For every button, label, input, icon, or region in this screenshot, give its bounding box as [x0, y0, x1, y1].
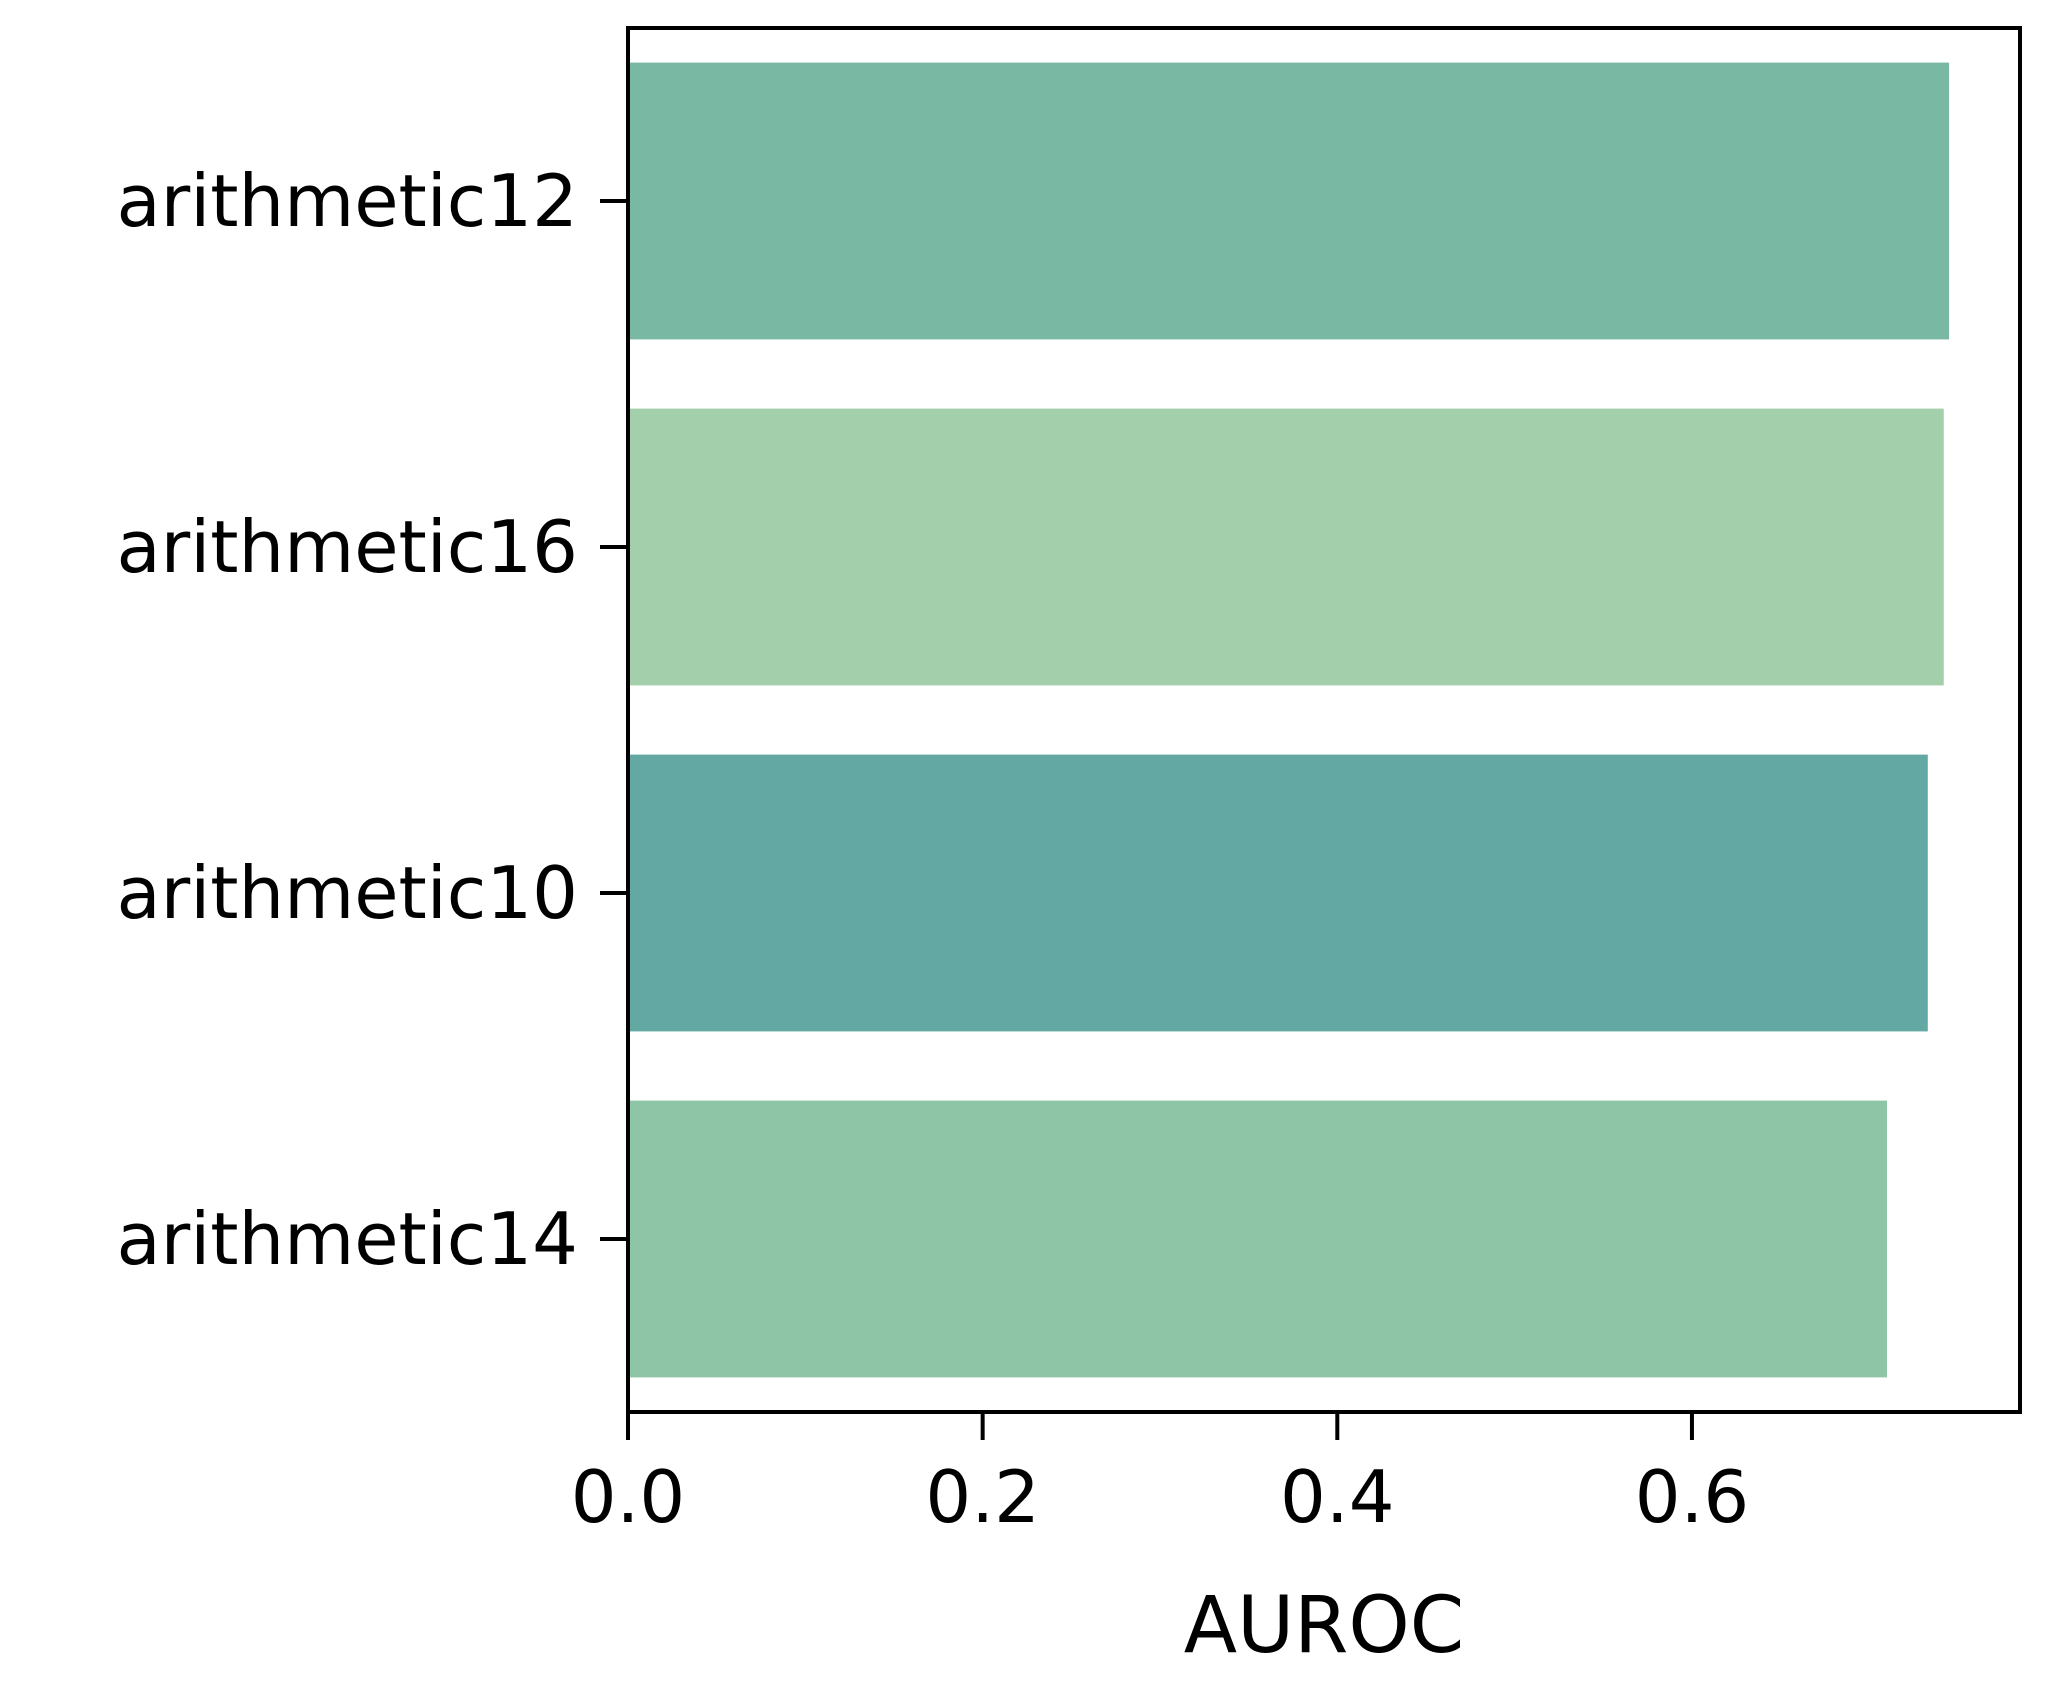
- y-tick-label: arithmetic14: [117, 1197, 578, 1281]
- bars-group: [628, 62, 1950, 1378]
- x-tick-label: 0.6: [1635, 1455, 1750, 1539]
- x-axis-title: AUROC: [1184, 1581, 1465, 1671]
- y-tick-label: arithmetic12: [117, 159, 578, 243]
- y-tick-label: arithmetic16: [117, 505, 578, 589]
- plot-frame: [626, 26, 2022, 1414]
- y-tick-label: arithmetic10: [117, 851, 578, 935]
- bar-arithmetic10: [628, 754, 1928, 1032]
- y-axis: arithmetic12 arithmetic16 arithmetic10 arit…: [117, 159, 628, 1281]
- bar-arithmetic14: [628, 1100, 1888, 1378]
- x-tick-label: 0.4: [1280, 1455, 1395, 1539]
- x-tick-label: 0.0: [571, 1455, 686, 1539]
- bar-arithmetic12: [628, 62, 1950, 340]
- bar-arithmetic16: [628, 408, 1944, 686]
- x-tick-label: 0.2: [925, 1455, 1040, 1539]
- x-axis: 0.0 0.2 0.4 0.6: [571, 1412, 1749, 1539]
